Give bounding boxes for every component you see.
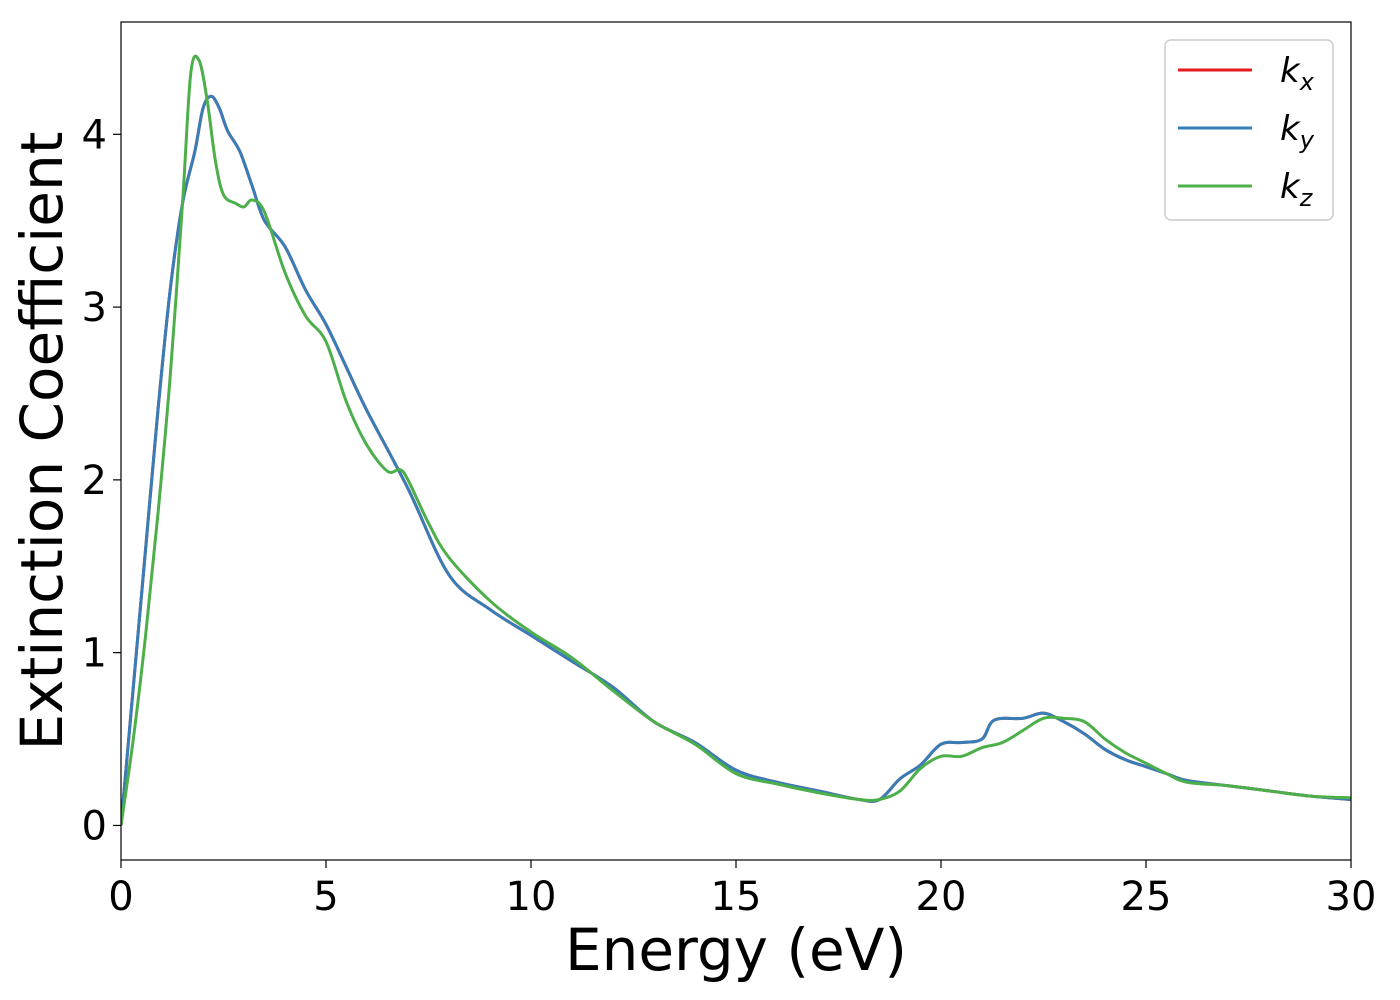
legend: kx ky kz [1164,39,1334,221]
plot-lines [121,54,1351,826]
series-line-z [121,54,1351,826]
x-tick-label: 10 [506,874,557,920]
y-tick-label: 1 [82,631,107,677]
y-axis-title: Extinction Coefficient [8,132,76,751]
x-tick-label: 20 [916,874,967,920]
y-tick-label: 2 [82,458,107,504]
y-tick-label: 3 [82,285,107,331]
x-tick-label: 0 [108,874,133,920]
x-tick-label: 15 [711,874,762,920]
legend-label-z: kz [1280,167,1314,212]
series-line-y [121,94,1351,826]
legend-box [1164,39,1334,221]
x-axis-ticks: 0 5 10 15 20 25 30 [108,860,1376,920]
legend-label-x: kx [1280,51,1315,96]
y-axis-ticks: 0 1 2 3 4 [82,112,121,849]
y-tick-label: 4 [82,112,107,158]
y-tick-label: 0 [82,803,107,849]
legend-label-y: ky [1280,109,1315,154]
legend-items: kx ky kz [1178,51,1315,212]
x-axis-title: Energy (eV) [565,916,907,984]
x-tick-label: 5 [313,874,338,920]
x-tick-label: 25 [1121,874,1172,920]
x-tick-label: 30 [1326,874,1377,920]
